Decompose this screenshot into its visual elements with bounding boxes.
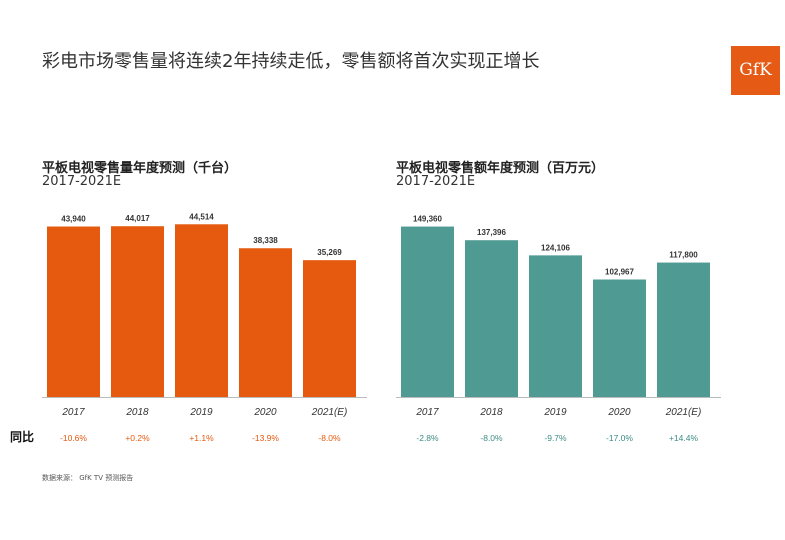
gfk-logo: GfK bbox=[731, 46, 780, 95]
retail-volume-chart: 43,940 2017 -10.6% 44,017 2018 +0.2% 44,514 201… bbox=[42, 212, 367, 443]
year-label: 2017 bbox=[61, 407, 85, 418]
yoy-value: +14.4% bbox=[669, 433, 699, 443]
yoy-value: -17.0% bbox=[606, 433, 633, 443]
bar-2020 bbox=[239, 248, 292, 397]
value-label: 149,360 bbox=[413, 215, 442, 224]
year-label: 2021(E) bbox=[311, 407, 348, 418]
year-label: 2018 bbox=[125, 407, 149, 418]
bar-2020 bbox=[593, 279, 646, 397]
yoy-value: -2.8% bbox=[416, 433, 439, 443]
retail-value-chart: 149,360 2017 -2.8% 137,396 2018 -8.0% 124,106 2… bbox=[396, 215, 721, 443]
bar-2018 bbox=[111, 226, 164, 397]
value-label: 44,514 bbox=[189, 212, 214, 221]
bar-2018 bbox=[465, 240, 518, 397]
value-label: 44,017 bbox=[125, 214, 150, 223]
year-label: 2021(E) bbox=[665, 407, 702, 418]
bar-2019 bbox=[529, 255, 582, 397]
yoy-value: +1.1% bbox=[189, 433, 214, 443]
bar-2017 bbox=[401, 226, 454, 397]
data-source: 数据来源： GfK TV 预测报告 bbox=[42, 474, 134, 482]
year-label: 2020 bbox=[253, 407, 277, 418]
value-label: 124,106 bbox=[541, 243, 570, 252]
value-label: 102,967 bbox=[605, 267, 634, 276]
right-chart-title: 平板电视零售额年度预测（百万元） bbox=[396, 161, 605, 176]
yoy-value: -9.7% bbox=[544, 433, 567, 443]
bar-2019 bbox=[175, 224, 228, 397]
value-label: 117,800 bbox=[669, 251, 698, 260]
value-label: 35,269 bbox=[317, 248, 342, 257]
value-label: 38,338 bbox=[253, 236, 278, 245]
year-label: 2020 bbox=[607, 407, 631, 418]
year-label: 2019 bbox=[543, 407, 567, 418]
yoy-label: 同比 bbox=[10, 430, 35, 444]
yoy-value: +0.2% bbox=[125, 433, 150, 443]
year-label: 2018 bbox=[479, 407, 503, 418]
bar-2021(E) bbox=[657, 262, 710, 397]
left-chart-title: 平板电视零售量年度预测（千台） bbox=[42, 161, 238, 176]
yoy-value: -8.0% bbox=[480, 433, 503, 443]
value-label: 43,940 bbox=[61, 215, 86, 224]
yoy-value: -8.0% bbox=[318, 433, 341, 443]
left-chart-subtitle: 2017-2021E bbox=[42, 174, 122, 189]
yoy-value: -13.9% bbox=[252, 433, 279, 443]
page-title: 彩电市场零售量将连续2年持续走低，零售额将首次实现正增长 bbox=[42, 51, 540, 72]
yoy-value: -10.6% bbox=[60, 433, 87, 443]
year-label: 2019 bbox=[189, 407, 213, 418]
bar-2021(E) bbox=[303, 260, 356, 397]
bar-2017 bbox=[47, 226, 100, 397]
value-label: 137,396 bbox=[477, 228, 506, 237]
right-chart-subtitle: 2017-2021E bbox=[396, 174, 476, 189]
year-label: 2017 bbox=[415, 407, 439, 418]
